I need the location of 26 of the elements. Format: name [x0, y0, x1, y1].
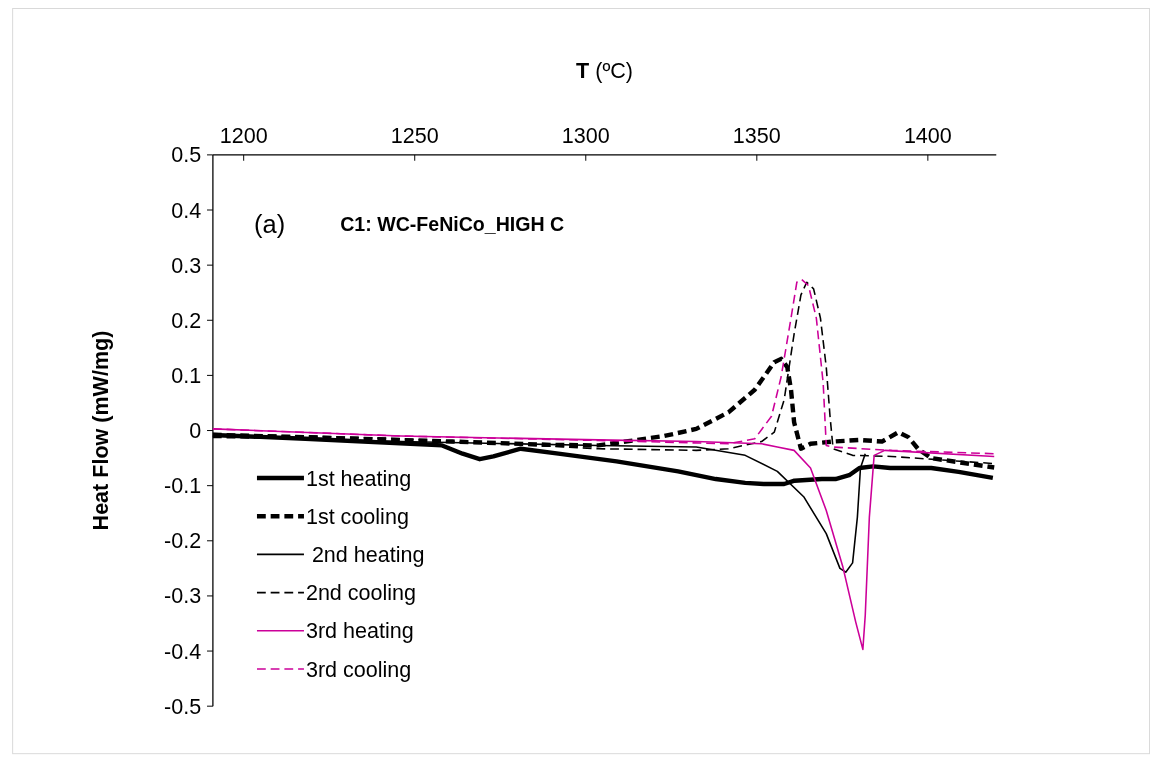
x-tick-label: 1300 — [561, 124, 610, 149]
legend-label: 1st cooling — [305, 504, 409, 529]
x-tick-label: 1200 — [219, 124, 268, 149]
y-tick-label: 0 — [189, 419, 202, 444]
legend-label: 2nd heating — [305, 542, 425, 567]
legend-label: 1st heating — [305, 466, 412, 491]
y-tick-label: 0.3 — [171, 253, 202, 278]
y-tick-label: 0.5 — [171, 143, 202, 168]
legend-label: 3rd cooling — [305, 657, 412, 682]
x-axis-title: T (ºC) — [576, 59, 634, 84]
annotation: (a) — [254, 210, 286, 239]
y-tick-label: 0.4 — [171, 198, 202, 223]
annotation: C1: WC-FeNiCo_HIGH C — [340, 213, 565, 236]
legend-label: 3rd heating — [305, 619, 414, 644]
y-tick-label: 0.2 — [171, 308, 202, 333]
y-tick-label: -0.5 — [164, 694, 202, 719]
y-tick-label: -0.2 — [164, 529, 202, 554]
x-tick-label: 1250 — [390, 124, 439, 149]
x-tick-label: 1400 — [903, 124, 952, 149]
legend-label: 2nd cooling — [305, 581, 417, 606]
y-tick-label: -0.1 — [164, 474, 202, 499]
y-tick-label: -0.4 — [164, 639, 202, 664]
x-tick-label: 1350 — [732, 124, 781, 149]
y-tick-label: -0.3 — [164, 584, 202, 609]
y-tick-label: 0.1 — [171, 363, 202, 388]
y-axis-title: Heat Flow (mW/mg) — [89, 330, 114, 531]
